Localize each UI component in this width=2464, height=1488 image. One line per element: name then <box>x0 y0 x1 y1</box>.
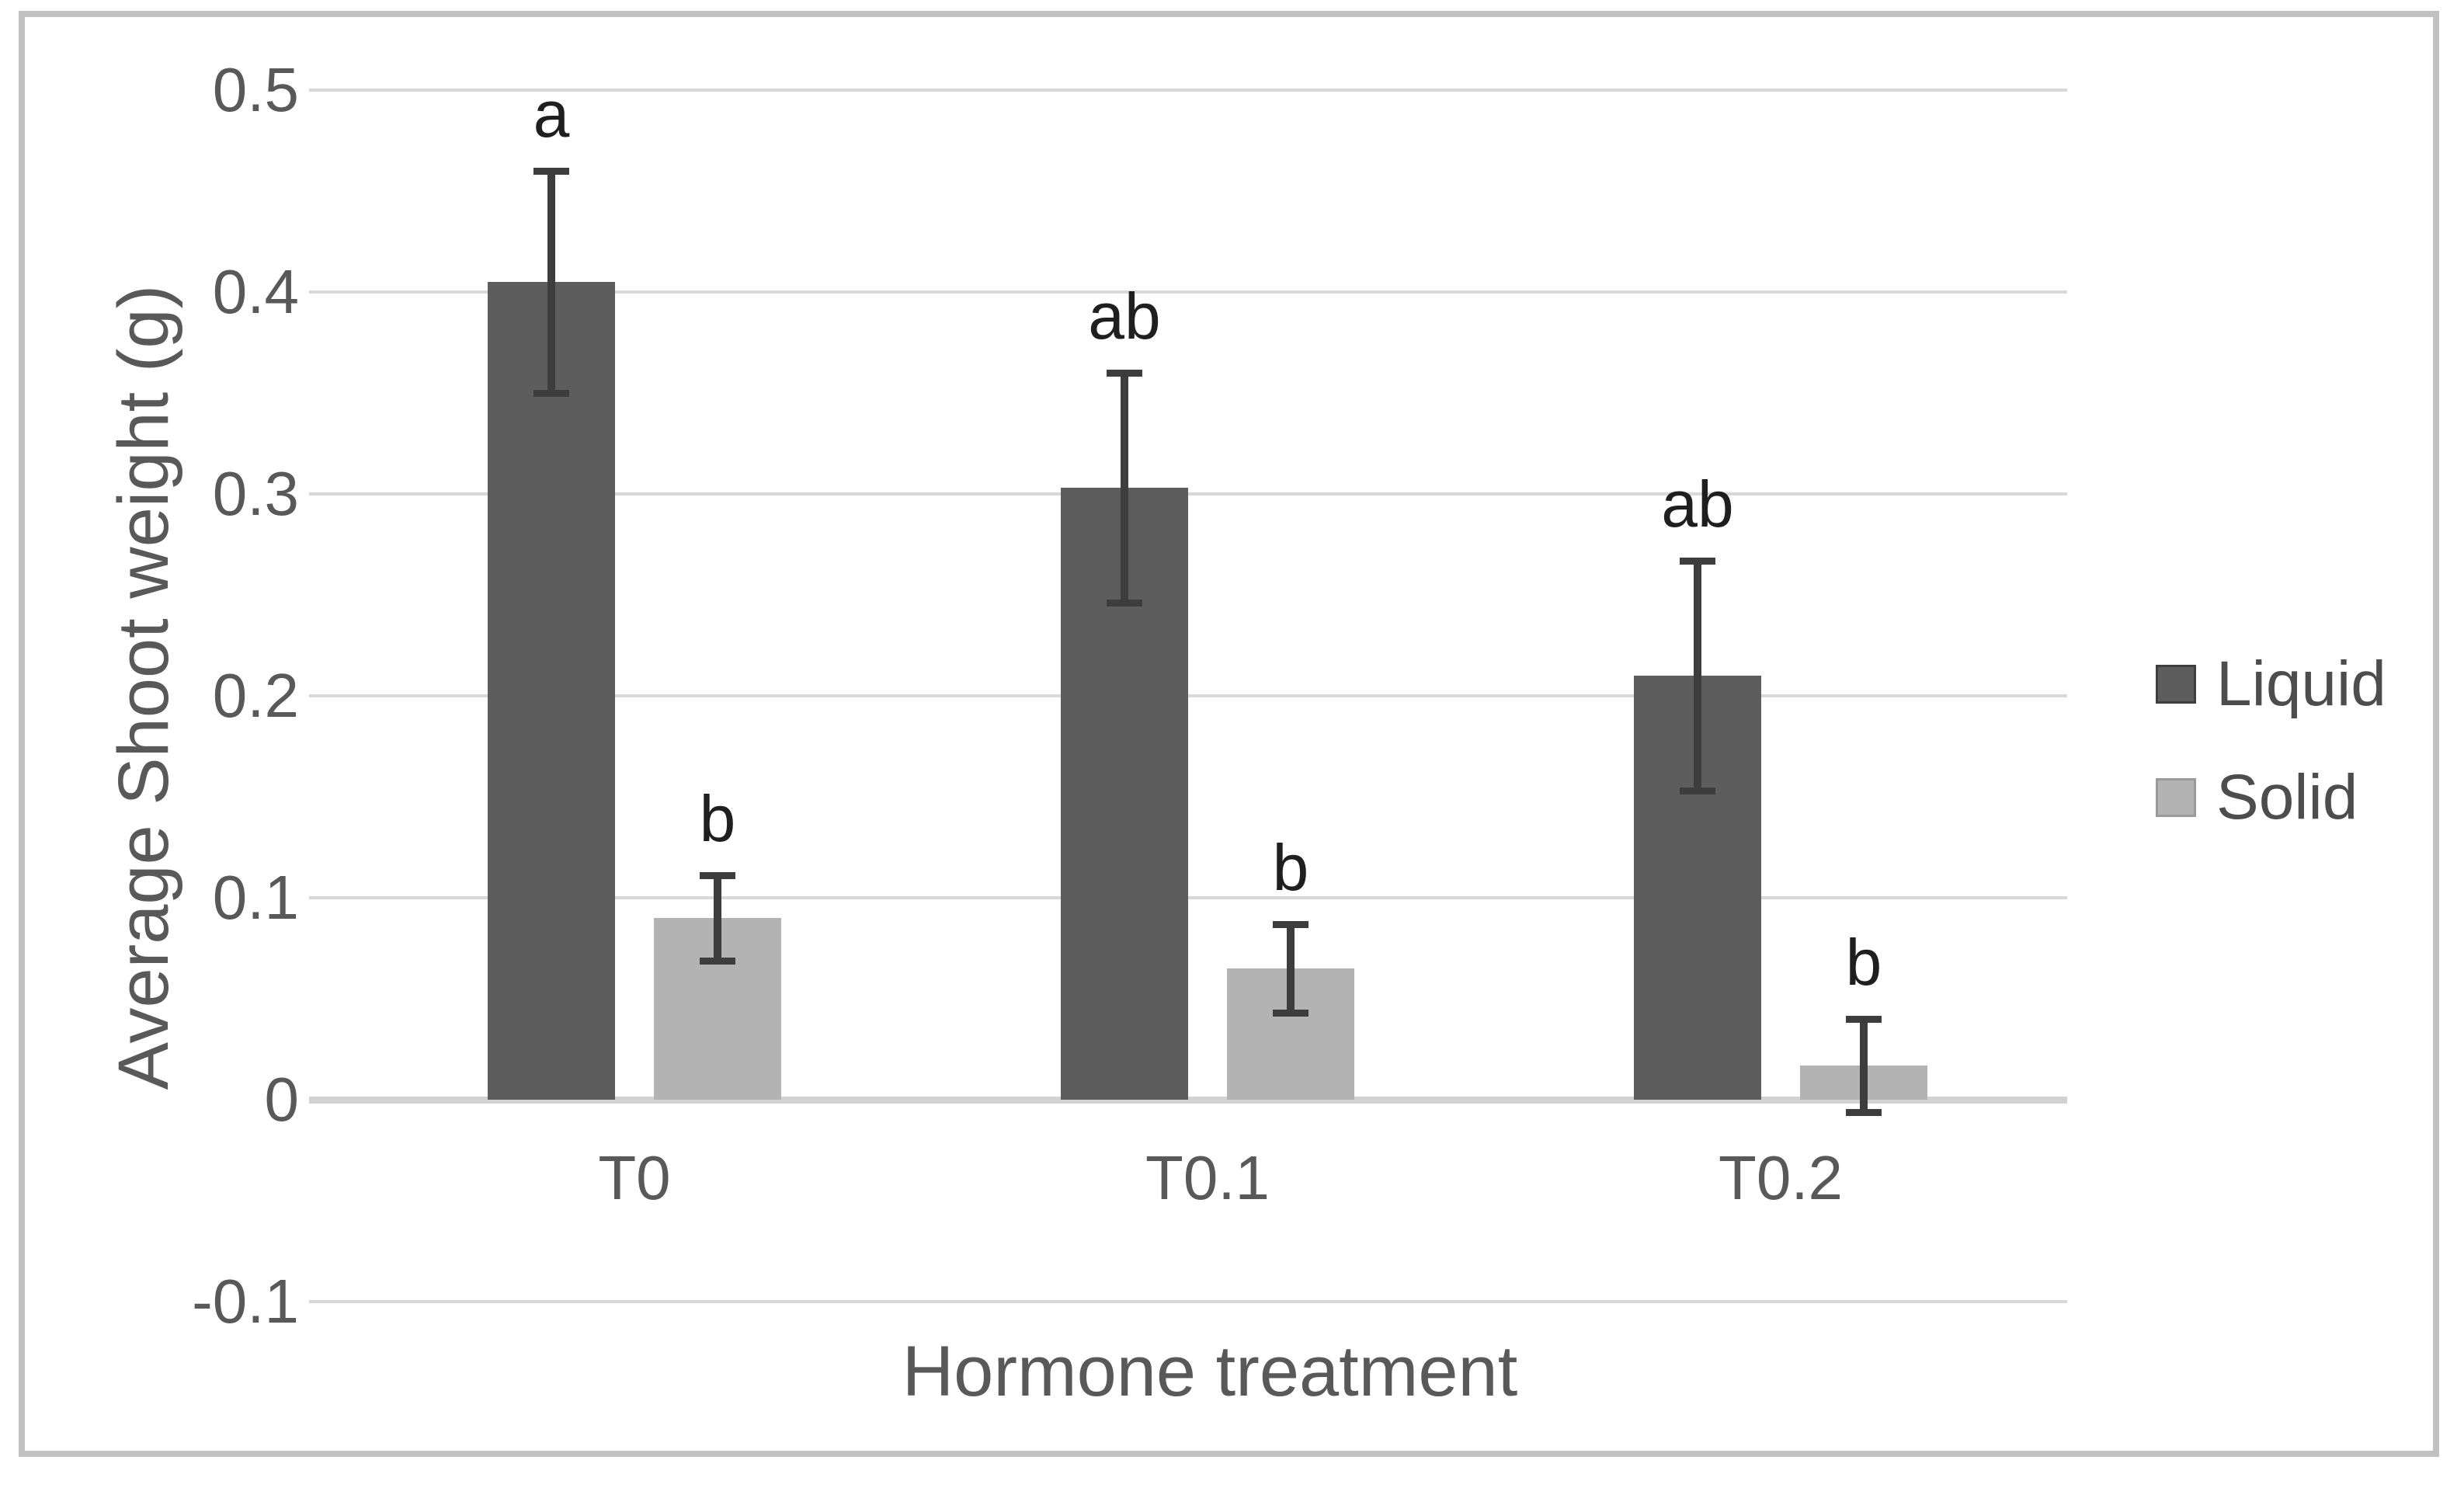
x-axis-line <box>309 1097 2067 1104</box>
y-tick-label: -0.1 <box>192 1267 299 1336</box>
y-tick-label: 0.5 <box>212 55 299 124</box>
legend-swatch-solid <box>2156 778 2196 817</box>
gridline <box>309 89 2067 92</box>
legend-label-solid: Solid <box>2216 762 2358 833</box>
y-tick-label: 0.1 <box>212 863 299 932</box>
bar-liquid-t0 <box>488 282 615 1100</box>
x-tick-label: T0 <box>598 1143 671 1212</box>
error-bar-cap <box>1273 920 1308 928</box>
figure-border <box>19 11 2439 1457</box>
significance-letter: b <box>1272 830 1309 904</box>
x-tick-label: T0.1 <box>1145 1143 1270 1212</box>
y-tick-label: 0.4 <box>212 257 299 326</box>
error-bar-cap <box>1846 1016 1882 1023</box>
gridline <box>309 896 2067 899</box>
error-bar <box>1121 373 1128 603</box>
significance-letter: ab <box>1661 467 1734 541</box>
x-axis-title: Hormone treatment <box>902 1332 1518 1411</box>
y-tick-label: 0.2 <box>212 661 299 730</box>
error-bar-cap <box>1107 370 1142 377</box>
gridline <box>309 492 2067 495</box>
error-bar-cap <box>1273 1010 1308 1017</box>
significance-letter: ab <box>1088 280 1161 353</box>
significance-letter: b <box>699 782 736 856</box>
error-bar-cap <box>533 168 569 175</box>
legend: Liquid Solid <box>2156 638 2386 865</box>
error-bar <box>1860 1019 1868 1112</box>
error-bar-cap <box>1680 787 1715 795</box>
error-bar <box>1287 923 1295 1013</box>
error-bar <box>1694 560 1701 791</box>
gridline <box>309 1300 2067 1303</box>
legend-swatch-liquid <box>2156 665 2196 704</box>
gridline <box>309 694 2067 697</box>
x-tick-label: T0.2 <box>1718 1143 1844 1212</box>
significance-letter: a <box>533 78 570 151</box>
error-bar-cap <box>1107 600 1142 607</box>
error-bar-cap <box>1846 1108 1882 1116</box>
error-bar <box>714 875 721 961</box>
y-tick-label: 0 <box>264 1065 300 1134</box>
legend-label-liquid: Liquid <box>2216 648 2386 719</box>
y-tick-label: 0.3 <box>212 459 299 528</box>
y-axis-title: Average Shoot weight (g) <box>104 284 183 1090</box>
error-bar-cap <box>700 957 735 965</box>
error-bar-cap <box>700 872 735 880</box>
significance-letter: b <box>1845 926 1882 999</box>
error-bar <box>547 171 555 393</box>
legend-item-solid: Solid <box>2156 752 2386 843</box>
error-bar-cap <box>533 390 569 397</box>
gridline <box>309 290 2067 294</box>
error-bar-cap <box>1680 557 1715 565</box>
legend-item-liquid: Liquid <box>2156 638 2386 730</box>
